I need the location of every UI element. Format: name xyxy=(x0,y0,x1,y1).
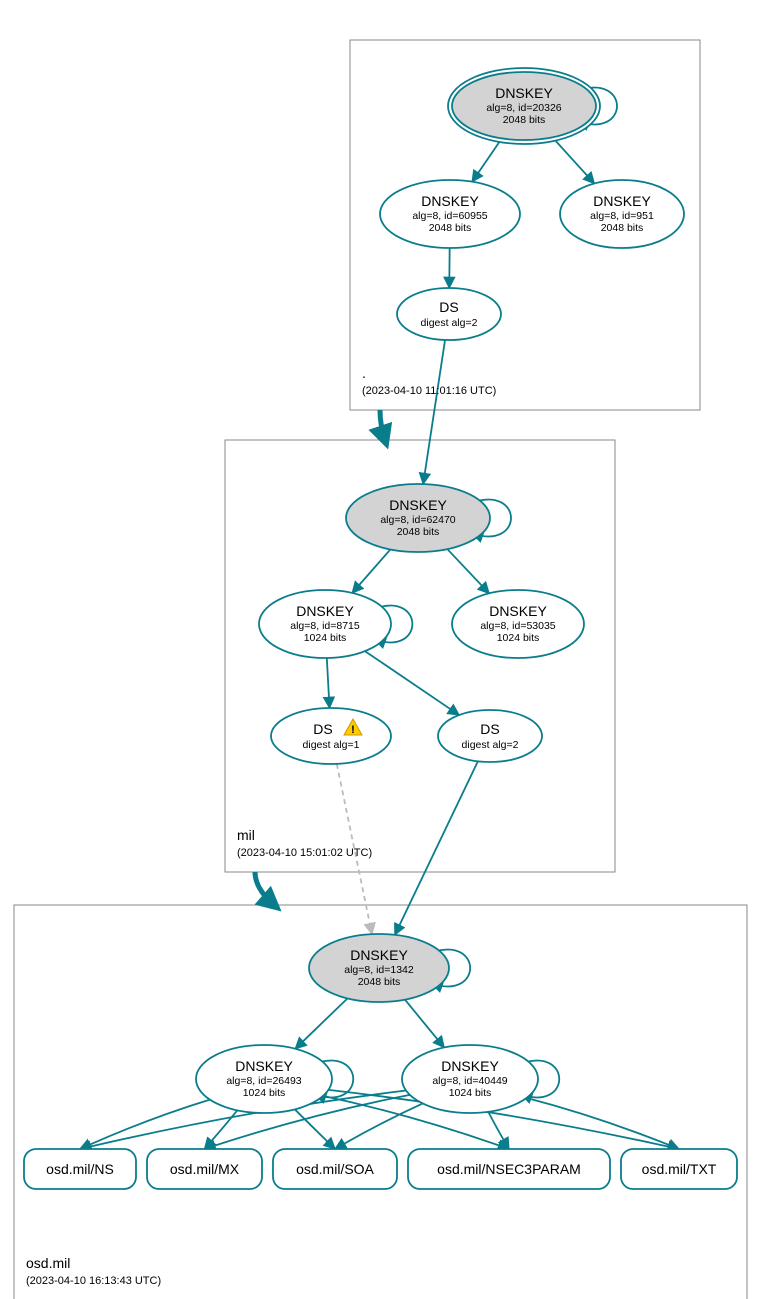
node-bits: 2048 bits xyxy=(429,222,472,234)
signature-edge xyxy=(327,658,330,708)
node-mil_zsk2: DNSKEYalg=8, id=530351024 bits xyxy=(452,590,584,658)
node-detail: alg=8, id=26493 xyxy=(226,1075,301,1087)
node-root_ds: DS digest alg=2 xyxy=(397,288,501,340)
node-detail: alg=8, id=951 xyxy=(590,210,654,222)
node-detail: alg=8, id=60955 xyxy=(412,210,487,222)
node-bits: 1024 bits xyxy=(497,632,540,644)
node-title: DNSKEY xyxy=(350,947,408,963)
node-title: DNSKEY xyxy=(235,1058,293,1074)
node-bits: 2048 bits xyxy=(397,526,440,538)
signature-edge xyxy=(335,1103,423,1149)
rrset-label: osd.mil/NSEC3PARAM xyxy=(437,1161,581,1177)
node-detail: alg=8, id=40449 xyxy=(432,1075,507,1087)
node-osd_zsk2: DNSKEYalg=8, id=404491024 bits xyxy=(402,1045,538,1113)
node-bits: 1024 bits xyxy=(243,1087,286,1099)
node-title: DNSKEY xyxy=(593,193,651,209)
node-title: DNSKEY xyxy=(495,85,553,101)
node-detail: digest alg=2 xyxy=(421,317,478,329)
signature-edge xyxy=(552,137,594,183)
signature-edge xyxy=(447,549,489,593)
signature-edge xyxy=(295,998,347,1048)
rrset-rr_mx: osd.mil/MX xyxy=(147,1149,262,1189)
node-osd_zsk1: DNSKEYalg=8, id=264931024 bits xyxy=(196,1045,332,1113)
delegation-arrow xyxy=(255,872,274,905)
svg-text:!: ! xyxy=(351,724,355,736)
node-title: DNSKEY xyxy=(389,497,447,513)
zone-timestamp-root: (2023-04-10 11:01:16 UTC) xyxy=(362,385,496,397)
node-bits: 2048 bits xyxy=(601,222,644,234)
signature-edge xyxy=(295,1109,335,1149)
signature-edge xyxy=(365,651,459,715)
signature-edge xyxy=(423,340,445,484)
signature-edge xyxy=(352,549,390,593)
signature-edge xyxy=(405,1000,444,1048)
node-title: DNSKEY xyxy=(441,1058,499,1074)
rrset-label: osd.mil/NS xyxy=(46,1161,114,1177)
zone-label-root: . xyxy=(362,365,366,381)
node-detail: alg=8, id=62470 xyxy=(380,514,455,526)
node-title: DS xyxy=(480,721,499,737)
node-bits: 1024 bits xyxy=(449,1087,492,1099)
node-detail: alg=8, id=8715 xyxy=(290,620,360,632)
zone-timestamp-osd: (2023-04-10 16:13:43 UTC) xyxy=(26,1275,161,1287)
node-title: DNSKEY xyxy=(296,603,354,619)
rrset-rr_ns: osd.mil/NS xyxy=(24,1149,136,1189)
node-mil_ds2: DS digest alg=2 xyxy=(438,710,542,762)
rrset-rr_nsec: osd.mil/NSEC3PARAM xyxy=(408,1149,610,1189)
node-root_zsk2: DNSKEYalg=8, id=9512048 bits xyxy=(560,180,684,248)
rrset-label: osd.mil/TXT xyxy=(642,1161,717,1177)
delegation-arrow xyxy=(380,410,385,440)
node-title: DS xyxy=(439,299,458,315)
node-root_zsk1: DNSKEYalg=8, id=609552048 bits xyxy=(380,180,520,248)
zone-timestamp-mil: (2023-04-10 15:01:02 UTC) xyxy=(237,847,372,859)
node-detail: alg=8, id=53035 xyxy=(480,620,555,632)
node-mil_zsk1: DNSKEYalg=8, id=87151024 bits xyxy=(259,590,391,658)
rrset-label: osd.mil/MX xyxy=(170,1161,240,1177)
node-root_ksk: DNSKEYalg=8, id=203262048 bits xyxy=(448,68,600,144)
node-bits: 2048 bits xyxy=(503,114,546,126)
node-detail: digest alg=1 xyxy=(303,739,360,751)
signature-edge xyxy=(395,761,478,935)
node-title: DNSKEY xyxy=(421,193,479,209)
rrset-rr_soa: osd.mil/SOA xyxy=(273,1149,397,1189)
zone-label-osd: osd.mil xyxy=(26,1255,70,1271)
node-bits: 1024 bits xyxy=(304,632,347,644)
node-title: DNSKEY xyxy=(489,603,547,619)
rrset-rr_txt: osd.mil/TXT xyxy=(621,1149,737,1189)
node-bits: 2048 bits xyxy=(358,976,401,988)
zone-label-mil: mil xyxy=(237,827,255,843)
node-mil_ksk: DNSKEYalg=8, id=624702048 bits xyxy=(346,484,490,552)
node-osd_ksk: DNSKEYalg=8, id=13422048 bits xyxy=(309,934,449,1002)
node-detail: alg=8, id=20326 xyxy=(486,102,561,114)
node-title: DS xyxy=(313,721,332,737)
signature-edge xyxy=(472,138,502,181)
dnssec-diagram: DNSKEYalg=8, id=203262048 bitsDNSKEYalg=… xyxy=(0,0,761,1299)
node-detail: alg=8, id=1342 xyxy=(344,964,414,976)
node-detail: digest alg=2 xyxy=(462,739,519,751)
node-mil_ds1: DS digest alg=1! xyxy=(271,708,391,764)
rrset-label: osd.mil/SOA xyxy=(296,1161,374,1177)
